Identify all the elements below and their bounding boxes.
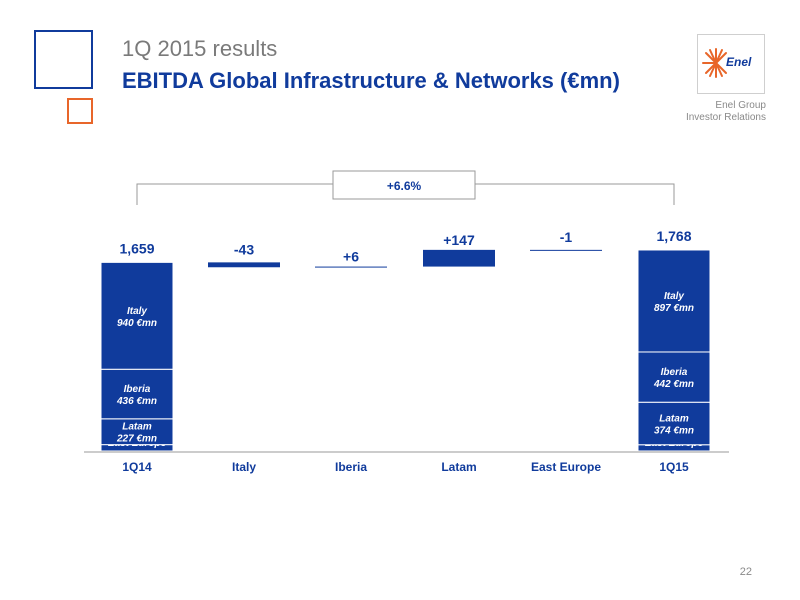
- page-number: 22: [739, 566, 752, 578]
- category-label: Iberia: [335, 460, 367, 474]
- segment-value-label: 374 €mn: [654, 425, 694, 436]
- bar-segment-1q14-italy: [100, 261, 174, 370]
- bar-segment-1q15-italy: [637, 249, 711, 353]
- enel-sun-icon: [702, 48, 727, 78]
- category-label: 1Q14: [122, 460, 152, 474]
- category-label: Italy: [232, 460, 256, 474]
- change-annotation-label: +6.6%: [387, 179, 422, 193]
- bar-segment-1q14-latam: [100, 418, 174, 446]
- segment-value-label: 55 €mn: [657, 450, 691, 461]
- segment-name-label: Italy: [127, 306, 147, 317]
- segment-value-label: 436 €mn: [116, 396, 157, 407]
- page-title: 1Q 2015 results: [122, 36, 278, 61]
- decorative-orange-square: [67, 98, 93, 124]
- delta-bar-east-europe: [530, 249, 602, 251]
- delta-bar-italy: [208, 262, 280, 268]
- delta-value-label: +6: [343, 249, 359, 265]
- segment-value-label: 227 €mn: [116, 434, 157, 445]
- segment-value-label: 56 €mn: [120, 450, 154, 461]
- decorative-blue-square: [34, 30, 93, 89]
- change-annotation-box: [332, 170, 476, 200]
- bar-segment-1q15-latam: [637, 401, 711, 446]
- bar-segment-1q15-iberia: [637, 351, 711, 403]
- segment-value-label: 940 €mn: [117, 318, 157, 329]
- enel-logo: Enel: [697, 34, 765, 94]
- company-name: Enel Group: [715, 100, 766, 111]
- segment-name-label: Iberia: [124, 384, 151, 395]
- delta-value-label: +147: [443, 232, 475, 248]
- bracket-line-left: [136, 183, 333, 205]
- logo-text: Enel: [726, 55, 752, 69]
- bar-segment-1q14-iberia: [100, 368, 174, 420]
- segment-value-label: 442 €mn: [653, 379, 694, 390]
- category-label: Latam: [441, 460, 476, 474]
- bracket-line-right: [475, 183, 675, 205]
- department-name: Investor Relations: [685, 112, 766, 123]
- investor-relations-label: Enel Group Investor Relations: [686, 100, 766, 124]
- page-subtitle: EBITDA Global Infrastructure & Networks …: [122, 68, 620, 93]
- segment-name-label: Latam: [659, 413, 689, 424]
- segment-name-label: Italy: [664, 291, 684, 302]
- total-value-label: 1,768: [656, 228, 691, 244]
- segment-name-label: Iberia: [661, 367, 688, 378]
- total-value-label: 1,659: [119, 240, 154, 256]
- delta-bar-iberia: [315, 266, 387, 268]
- segment-name-label: Latam: [122, 422, 152, 433]
- category-label: 1Q15: [659, 460, 689, 474]
- category-label: East Europe: [531, 460, 601, 474]
- delta-value-label: -1: [560, 229, 573, 245]
- delta-value-label: -43: [234, 241, 254, 257]
- segment-value-label: 897 €mn: [654, 303, 694, 314]
- delta-bar-latam: [423, 249, 495, 267]
